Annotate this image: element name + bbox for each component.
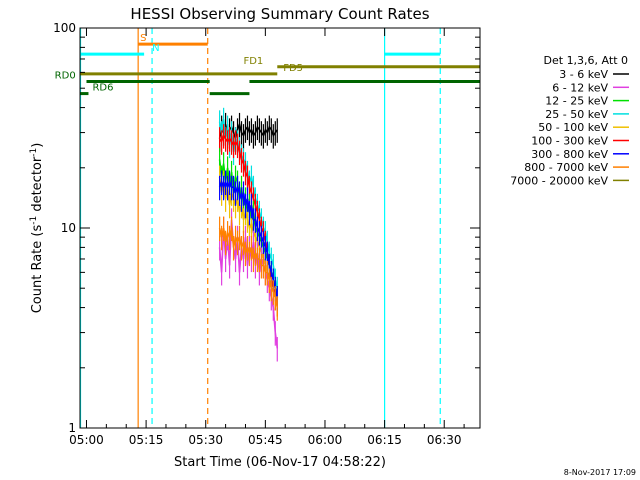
legend-label-0: 3 - 6 keV [559, 68, 608, 81]
legend-label-8: 7000 - 20000 keV [510, 174, 608, 187]
footer-date: 8-Nov-2017 17:09 [564, 468, 636, 477]
x-tick-label-3: 05:45 [248, 433, 283, 447]
x-tick-label-6: 06:30 [427, 433, 462, 447]
chart-title: HESSI Observing Summary Count Rates [130, 5, 429, 23]
state-bar-label-4: FD5 [283, 63, 303, 74]
x-tick-label-2: 05:30 [188, 433, 223, 447]
x-axis-label: Start Time (06-Nov-17 04:58:22) [174, 455, 386, 470]
y-axis-label-main: Count Rate (s [30, 225, 45, 314]
legend-header: Det 1,3,6, Att 0 [544, 54, 628, 67]
state-bar-label-7: RD6 [92, 83, 113, 94]
series-line-6 [218, 219, 279, 349]
attenuator-state-bars: SN FD1 FD5 RD0 RD6 [55, 33, 480, 96]
y-axis-label-mid: detector [30, 156, 45, 216]
state-bar-label-3: FD1 [243, 56, 263, 67]
x-tick-label-4: 06:00 [308, 433, 343, 447]
x-tick-label-5: 06:15 [367, 433, 402, 447]
x-axis-ticks: 05:00 05:15 05:30 05:45 06:00 06:15 06:30 [69, 28, 465, 447]
legend-label-3: 25 - 50 keV [545, 108, 608, 121]
x-tick-label-0: 05:00 [69, 433, 104, 447]
y-tick-label-0: 1 [68, 421, 76, 435]
x-tick-label-1: 05:15 [129, 433, 164, 447]
legend-label-6: 300 - 800 keV [531, 148, 608, 161]
state-bar-label-1: N [152, 43, 159, 54]
y-axis-ticks: 1 10 100 [53, 21, 480, 435]
y-axis-label-end: ) [30, 143, 45, 148]
vertical-markers [79, 28, 441, 428]
y-axis-label-sup1: -1 [29, 216, 39, 225]
y-tick-label-2: 100 [53, 21, 76, 35]
legend-label-5: 100 - 300 keV [531, 135, 608, 148]
legend-label-7: 800 - 7000 keV [524, 161, 608, 174]
legend-label-4: 50 - 100 keV [538, 121, 608, 134]
legend-label-2: 12 - 25 keV [545, 95, 608, 108]
y-axis-label: Count Rate (s-1 detector-1) [29, 143, 45, 314]
state-bar-label-5: RD0 [55, 71, 76, 82]
state-bar-label-0: S [140, 33, 146, 44]
series-layer [218, 107, 279, 362]
y-tick-label-1: 10 [61, 221, 76, 235]
legend-label-1: 6 - 12 keV [552, 81, 608, 94]
y-axis-label-sup2: -1 [29, 148, 39, 157]
plot-frame [79, 27, 481, 429]
